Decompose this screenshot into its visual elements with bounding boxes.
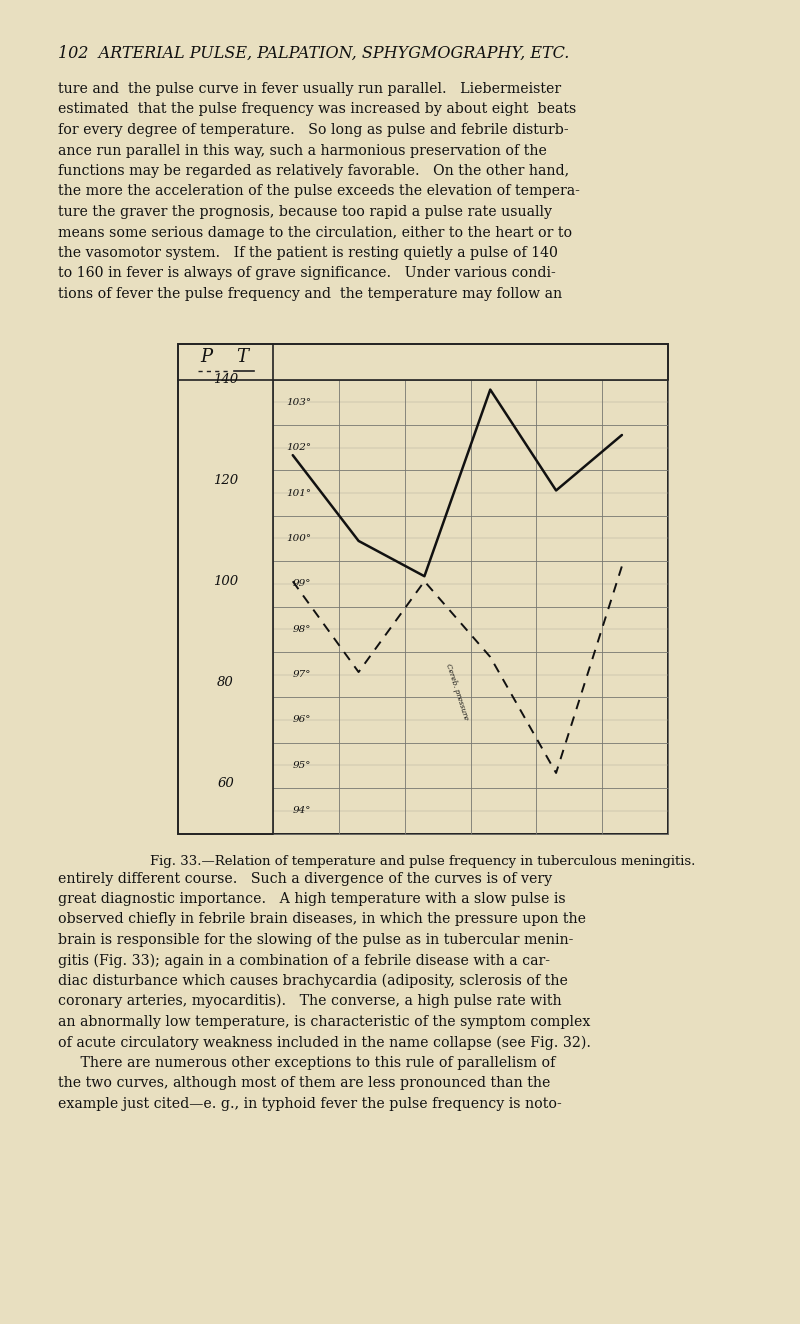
Text: 94°: 94°	[293, 806, 311, 816]
Text: example just cited—e. g., in typhoid fever the pulse frequency is noto-: example just cited—e. g., in typhoid fev…	[58, 1098, 562, 1111]
Text: of acute circulatory weakness included in the name collapse (see Fig. 32).: of acute circulatory weakness included i…	[58, 1035, 591, 1050]
Bar	[178, 343, 668, 834]
Text: means some serious damage to the circulation, either to the heart or to: means some serious damage to the circula…	[58, 225, 572, 240]
Text: gitis (Fig. 33); again in a combination of a febrile disease with a car-: gitis (Fig. 33); again in a combination …	[58, 953, 550, 968]
Text: 95°: 95°	[293, 761, 311, 769]
Text: 60: 60	[217, 777, 234, 789]
Text: an abnormally low temperature, is characteristic of the symptom complex: an abnormally low temperature, is charac…	[58, 1016, 590, 1029]
Text: 97°: 97°	[293, 670, 311, 679]
Text: Fig. 33.—Relation of temperature and pulse frequency in tuberculous meningitis.: Fig. 33.—Relation of temperature and pul…	[150, 855, 696, 869]
Text: 101°: 101°	[286, 489, 311, 498]
Text: for every degree of temperature.   So long as pulse and febrile disturb-: for every degree of temperature. So long…	[58, 123, 569, 136]
Text: 98°: 98°	[293, 625, 311, 634]
Text: to 160 in fever is always of grave significance.   Under various condi-: to 160 in fever is always of grave signi…	[58, 266, 556, 281]
Text: Cereb. pressure: Cereb. pressure	[445, 663, 470, 722]
Text: 103°: 103°	[286, 397, 311, 406]
Text: 96°: 96°	[293, 715, 311, 724]
Text: 140: 140	[213, 373, 238, 387]
Text: the more the acceleration of the pulse exceeds the elevation of tempera-: the more the acceleration of the pulse e…	[58, 184, 580, 199]
Text: 100: 100	[213, 575, 238, 588]
Text: 102  ARTERIAL PULSE, PALPATION, SPHYGMOGRAPHY, ETC.: 102 ARTERIAL PULSE, PALPATION, SPHYGMOGR…	[58, 45, 570, 62]
Text: 102°: 102°	[286, 444, 311, 451]
Text: coronary arteries, myocarditis).   The converse, a high pulse rate with: coronary arteries, myocarditis). The con…	[58, 994, 562, 1009]
Text: the vasomotor system.   If the patient is resting quietly a pulse of 140: the vasomotor system. If the patient is …	[58, 246, 558, 260]
Text: There are numerous other exceptions to this rule of parallelism of: There are numerous other exceptions to t…	[58, 1057, 555, 1070]
Text: 99°: 99°	[293, 580, 311, 588]
Text: ture the graver the prognosis, because too rapid a pulse rate usually: ture the graver the prognosis, because t…	[58, 205, 552, 218]
Text: tions of fever the pulse frequency and  the temperature may follow an: tions of fever the pulse frequency and t…	[58, 287, 562, 301]
Text: 100°: 100°	[286, 534, 311, 543]
Text: entirely different course.   Such a divergence of the curves is of very: entirely different course. Such a diverg…	[58, 871, 552, 886]
Text: diac disturbance which causes brachycardia (adiposity, sclerosis of the: diac disturbance which causes brachycard…	[58, 973, 568, 988]
Text: P: P	[200, 347, 212, 365]
Text: T: T	[236, 347, 248, 365]
Text: functions may be regarded as relatively favorable.   On the other hand,: functions may be regarded as relatively …	[58, 164, 569, 177]
Text: the two curves, although most of them are less pronounced than the: the two curves, although most of them ar…	[58, 1076, 550, 1091]
Text: 120: 120	[213, 474, 238, 487]
Text: estimated  that the pulse frequency was increased by about eight  beats: estimated that the pulse frequency was i…	[58, 102, 576, 117]
Text: observed chiefly in febrile brain diseases, in which the pressure upon the: observed chiefly in febrile brain diseas…	[58, 912, 586, 927]
Text: ture and  the pulse curve in fever usually run parallel.   Liebermeister: ture and the pulse curve in fever usuall…	[58, 82, 561, 97]
Text: brain is responsible for the slowing of the pulse as in tubercular menin-: brain is responsible for the slowing of …	[58, 933, 574, 947]
Text: 80: 80	[217, 675, 234, 688]
Text: ance run parallel in this way, such a harmonious preservation of the: ance run parallel in this way, such a ha…	[58, 143, 547, 158]
Text: great diagnostic importance.   A high temperature with a slow pulse is: great diagnostic importance. A high temp…	[58, 892, 566, 906]
